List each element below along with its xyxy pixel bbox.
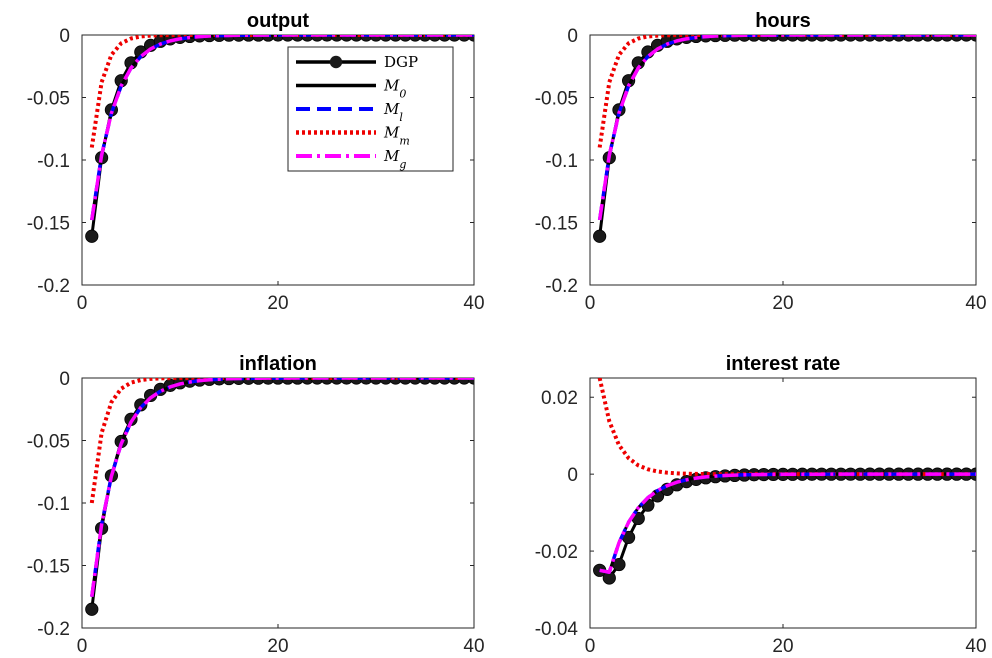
legend-label-dgp: DGP [384,53,418,71]
y-tick-label: 0 [567,26,578,47]
x-tick-label: 40 [463,636,484,657]
series-line-mg [90,35,474,221]
panel-1: 0 20 40 0 -0.05 -0.1 -0.15 -0.2 hours [535,10,987,314]
x-tick-label: 40 [965,293,986,314]
y-tick-label: -0.05 [535,89,578,110]
legend-label-sub-ml: l [399,111,403,124]
panel-title: inflation [239,353,317,375]
y-tick-label: -0.02 [535,542,578,563]
series-line-mm [597,35,976,148]
x-tick-label: 40 [965,636,986,657]
y-tick-label: -0.15 [535,214,578,235]
panel-3: 0 20 40 0.02 0 -0.02 -0.04 interest rate [535,353,987,657]
y-tick-label: 0.02 [541,388,578,409]
panels: 0 20 40 0 -0.05 -0.1 -0.15 -0.2 output DGPM0MlMmM… [27,10,987,657]
x-tick-label: 20 [772,293,793,314]
y-tick-label: 0 [59,369,70,390]
y-tick-label: -0.05 [27,432,70,453]
y-tick-label: -0.2 [37,619,70,640]
series-line-ml [597,35,976,221]
series-line-mg [90,378,474,597]
series-group [593,378,976,585]
axes-box [81,377,475,629]
x-tick-label: 0 [585,293,596,314]
x-tick-label: 40 [463,293,484,314]
legend-label-sub-m0: 0 [399,87,406,100]
y-tick-label: -0.1 [37,151,70,172]
data-point-dgp [85,602,99,616]
y-tick-label: -0.1 [545,151,578,172]
y-tick-label: 0 [567,465,578,486]
series-group [593,35,976,243]
x-tick-label: 20 [267,293,288,314]
x-tick-label: 0 [77,636,88,657]
y-tick-label: -0.2 [37,276,70,297]
y-tick-label: 0 [59,26,70,47]
x-tick-label: 0 [77,293,88,314]
axes-box [589,377,977,629]
y-tick-label: -0.15 [27,557,70,578]
panel-2: 0 20 40 0 -0.05 -0.1 -0.15 -0.2 inflation [27,353,485,657]
data-point-dgp [134,398,148,412]
data-point-dgp [593,229,607,243]
panel-title: hours [755,10,811,32]
y-tick-label: -0.15 [27,214,70,235]
panel-title: output [247,10,310,32]
series-line-mm [89,35,474,148]
data-point-dgp [85,229,99,243]
series-group [85,378,474,616]
legend-marker-dgp [329,55,343,69]
series-line-mg [599,472,976,574]
y-tick-label: -0.1 [37,494,70,515]
x-tick-label: 0 [585,636,596,657]
y-tick-label: -0.2 [545,276,578,297]
legend-label-ml: Ml [383,100,403,124]
legend-label-sub-mg: g [399,158,406,171]
panel-title: interest rate [726,353,841,375]
axes-box [589,34,977,286]
x-tick-label: 20 [772,636,793,657]
series-line-mm [89,378,474,504]
x-tick-label: 20 [267,636,288,657]
panel-0: 0 20 40 0 -0.05 -0.1 -0.15 -0.2 output DGPM0MlMmM… [27,10,485,314]
legend-label-sub-mm: m [399,134,409,147]
y-tick-label: -0.04 [535,619,579,640]
series-group [85,35,474,243]
y-tick-label: -0.05 [27,89,70,110]
